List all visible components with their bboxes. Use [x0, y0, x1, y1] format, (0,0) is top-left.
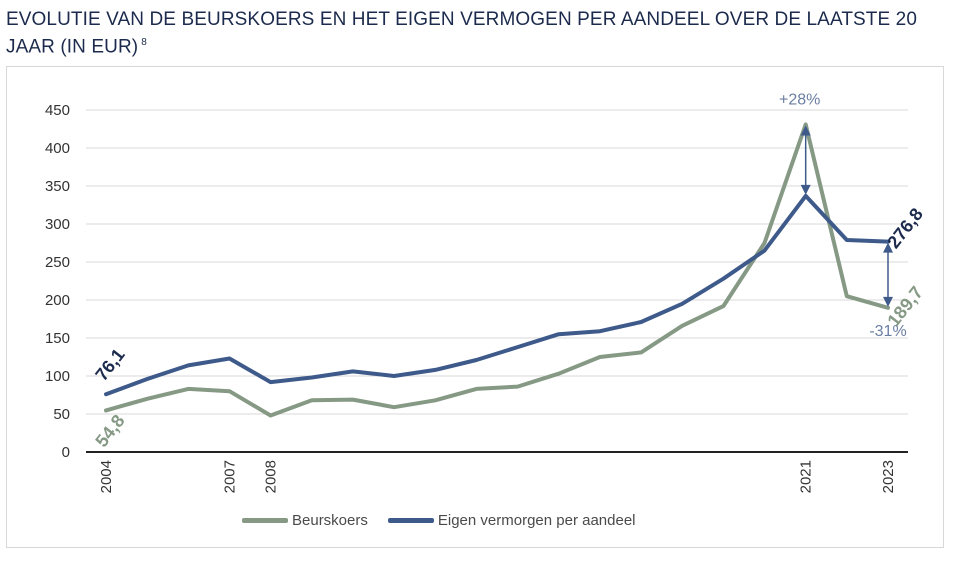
- x-tick-label-2004: 2004: [98, 460, 115, 493]
- y-tick-label-450: 450: [45, 102, 70, 119]
- legend-label-eigen-vermogen: Eigen vermorgen per aandeel: [437, 511, 636, 529]
- data-label-eigen-vermogen-2023: 276,8: [883, 204, 926, 252]
- series-line-eigen-vermogen: [104, 193, 890, 397]
- y-tick-label-100: 100: [45, 368, 70, 385]
- x-tick-label-2008: 2008: [263, 460, 280, 493]
- chart-title: EVOLUTIE VAN DE BEURSKOERS EN HET EIGEN …: [6, 8, 956, 58]
- annotation-arrow-head-down-2023: [883, 296, 893, 307]
- data-label-beurskoers-2004: 54,8: [91, 411, 128, 451]
- legend-item-eigen-vermogen: Eigen vermorgen per aandeel: [387, 511, 636, 529]
- annotation-arrow-head-up-2021: [800, 125, 811, 136]
- legend-swatch-beurskoers: [242, 517, 288, 523]
- footnote-marker: 8: [141, 37, 147, 48]
- series-line-beurskoers: [104, 122, 890, 418]
- legend-label-beurskoers: Beurskoers: [292, 511, 368, 529]
- x-tick-label-2023: 2023: [880, 460, 897, 493]
- y-tick-label-350: 350: [45, 178, 70, 195]
- y-tick-label-50: 50: [53, 406, 70, 423]
- annotation-label-2023: -31%: [869, 323, 906, 340]
- chart-frame: [6, 66, 944, 548]
- chart-legend: Beurskoers Eigen vermorgen per aandeel: [242, 510, 656, 530]
- annotation-arrow-head-down-2021: [800, 184, 811, 195]
- y-tick-label-200: 200: [45, 292, 70, 309]
- y-tick-label-300: 300: [45, 216, 70, 233]
- chart-title-text: EVOLUTIE VAN DE BEURSKOERS EN HET EIGEN …: [6, 9, 917, 58]
- data-label-eigen-vermogen-2004: 76,1: [91, 345, 128, 385]
- annotation-label-2021: +28%: [779, 91, 820, 108]
- legend-item-beurskoers: Beurskoers: [242, 512, 368, 529]
- y-tick-label-250: 250: [45, 254, 70, 271]
- annotation-arrow-head-up-2023: [883, 242, 893, 253]
- y-tick-label-400: 400: [45, 140, 70, 157]
- legend-swatch-eigen-vermogen: [387, 517, 434, 523]
- y-tick-label-0: 0: [62, 444, 70, 461]
- y-tick-label-150: 150: [45, 330, 70, 347]
- x-tick-label-2007: 2007: [221, 460, 238, 493]
- x-tick-label-2021: 2021: [798, 460, 815, 493]
